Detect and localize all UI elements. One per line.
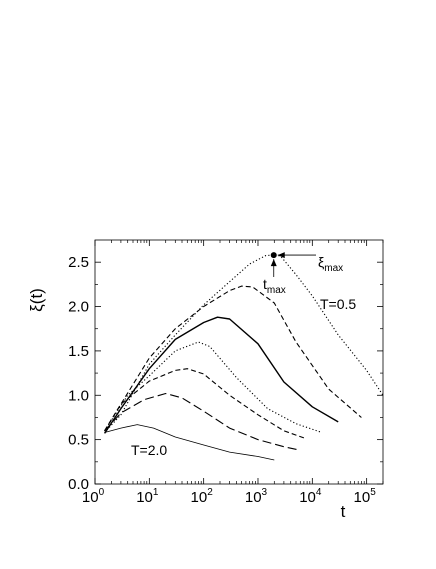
y-tick-label: 0.5 — [68, 432, 89, 449]
y-tick-label: 2.5 — [68, 254, 89, 271]
series-line-1 — [104, 254, 384, 433]
xi-max-label: ξmax — [318, 254, 343, 274]
y-tick-label: 0.0 — [68, 476, 89, 493]
max-annotation: ξmax tmax — [263, 252, 343, 296]
series-layer — [104, 254, 384, 461]
xi-max-arrowhead — [277, 252, 285, 259]
y-tick-label: 1.5 — [68, 343, 89, 360]
x-tick-label: 100 — [82, 487, 105, 506]
x-tick-label: 103 — [245, 487, 268, 506]
series-line-5 — [104, 368, 305, 439]
series-line-3 — [104, 316, 339, 434]
x-tick-label: 105 — [354, 487, 377, 506]
x-tick-label: 102 — [191, 487, 214, 506]
y-tick-label: 2.0 — [68, 299, 89, 316]
ticks-layer: 100 101 102 103 104 105 0.0 0.5 1.0 1.5 2.0 2.5 — [68, 240, 384, 506]
t-max-arrowhead — [270, 259, 277, 267]
x-tick-label: 101 — [136, 487, 159, 506]
y-axis-label: ξ(t) — [27, 288, 46, 312]
series-line-4 — [104, 341, 323, 434]
label-t-0.5: T=0.5 — [320, 296, 356, 312]
label-t-2.0: T=2.0 — [131, 442, 167, 458]
x-tick-label: 104 — [299, 487, 322, 506]
plot-frame — [94, 239, 384, 485]
max-point-marker — [270, 252, 277, 259]
series-line-2 — [104, 285, 362, 432]
x-axis-label: t — [341, 502, 346, 521]
y-tick-label: 1.0 — [68, 387, 89, 404]
series-line-7 — [104, 424, 275, 461]
t-max-label: tmax — [263, 276, 286, 296]
series-line-6 — [104, 392, 301, 451]
